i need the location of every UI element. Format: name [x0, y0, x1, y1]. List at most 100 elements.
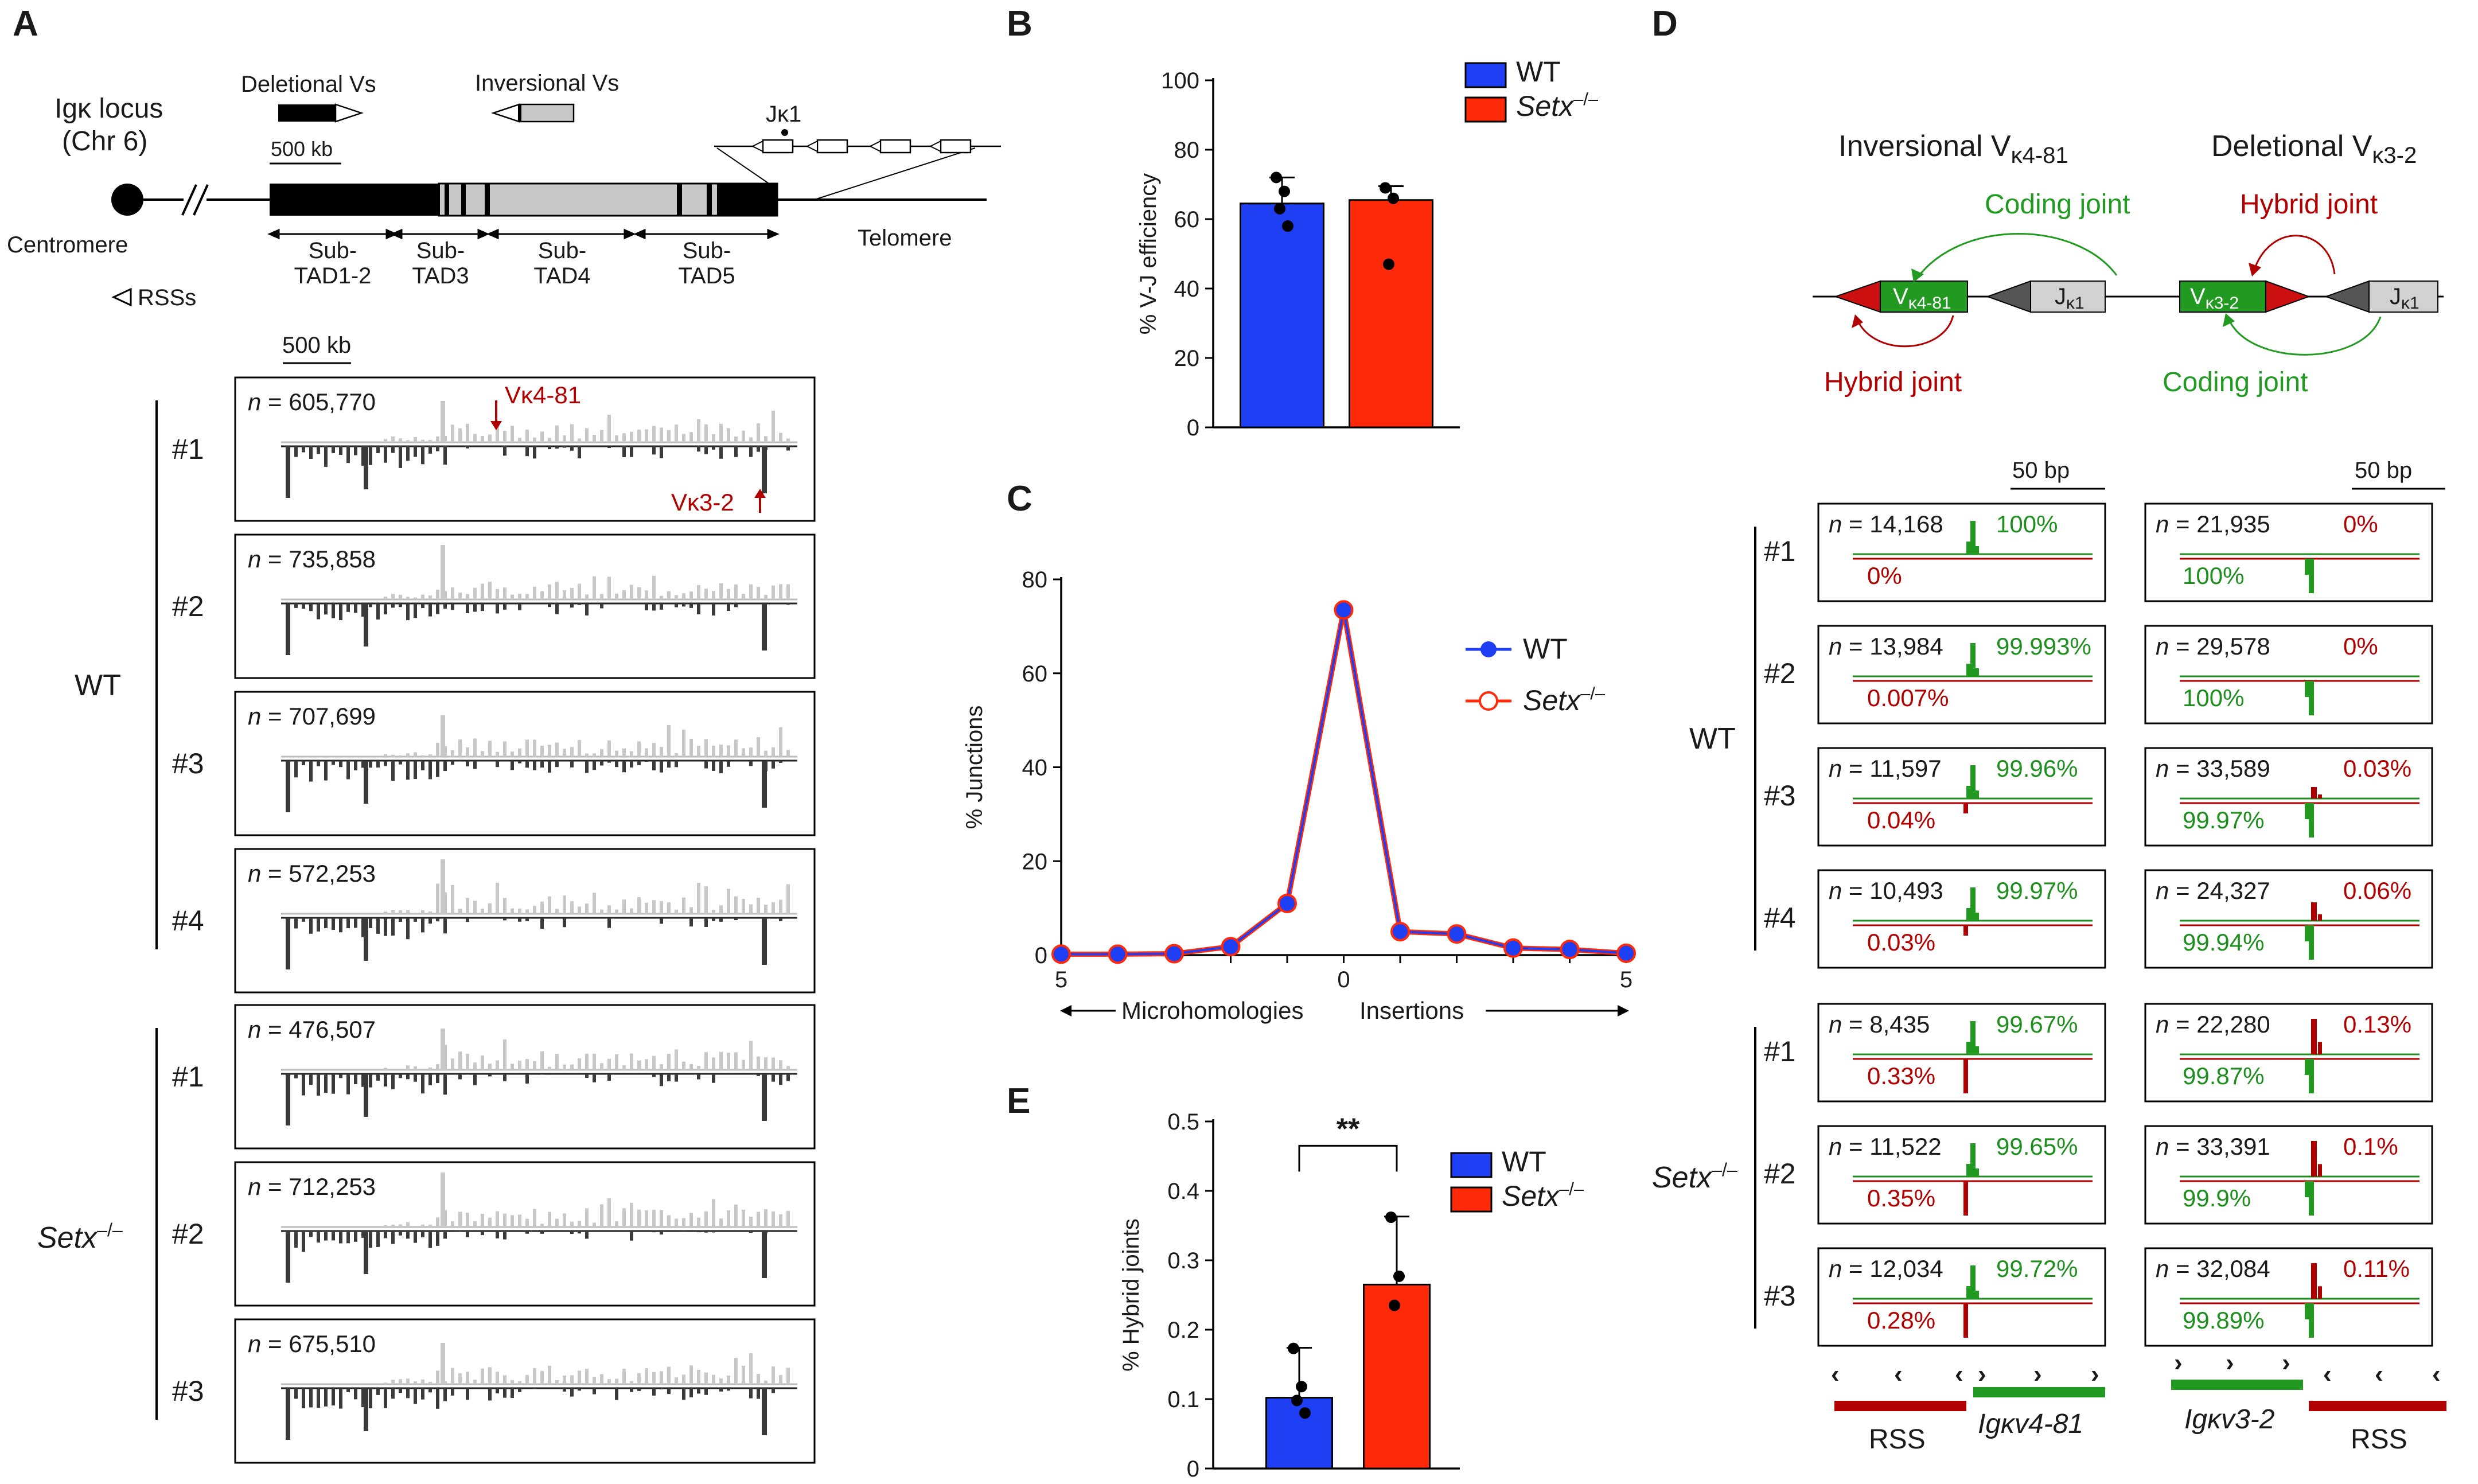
- b-legend-label: WT: [1516, 56, 1561, 88]
- d-del-track: n = 29,578 0% 100%: [2144, 625, 2433, 725]
- coverage-bar-down: [630, 1388, 633, 1392]
- d-green-peak: [1970, 521, 1976, 554]
- track: n = 476,507 #1: [172, 1004, 816, 1150]
- d-green-peak: [2305, 1181, 2309, 1197]
- coverage-bar-down: [689, 1388, 693, 1397]
- coverage-bar-up: [704, 739, 708, 757]
- coverage-bar-down: [704, 918, 708, 927]
- coverage-bar-up: [578, 1058, 581, 1070]
- coverage-bar-up: [727, 745, 730, 757]
- coverage-bar-down: [346, 1388, 350, 1392]
- d-red-peak: [2311, 1019, 2317, 1054]
- e-legend-swatch: [1450, 1152, 1493, 1178]
- coverage-bar-up: [637, 429, 641, 442]
- coverage-bar-up: [764, 436, 767, 442]
- coverage-bar-up: [518, 438, 521, 442]
- coverage-bar-up: [786, 884, 790, 914]
- coverage-bar-down: [436, 1231, 439, 1246]
- d-track-box: [2144, 503, 2433, 602]
- coverage-bar-up: [622, 1065, 626, 1070]
- n-value: = 12,034: [1842, 1255, 1943, 1282]
- coverage-peak-down: [762, 918, 767, 965]
- coverage-peak-down: [364, 918, 368, 961]
- coverage-bar-up: [600, 1063, 603, 1070]
- coverage-bar-down: [369, 1231, 372, 1248]
- coverage-bar-down: [421, 446, 424, 465]
- replicate-label: #3: [172, 1375, 204, 1407]
- coverage-bar-up: [458, 739, 462, 757]
- j-segments: [751, 139, 972, 154]
- coverage-bar-up: [630, 751, 633, 757]
- n-value: = 11,522: [1842, 1133, 1941, 1160]
- coverage-bar-down: [309, 1388, 313, 1408]
- n-value: = 29,578: [2169, 633, 2270, 660]
- e-data-point: [1385, 1211, 1397, 1223]
- coverage-bar-up: [615, 750, 618, 757]
- n-symbol: n: [248, 546, 261, 572]
- d-n-label: n = 33,391: [2156, 1133, 2270, 1160]
- coverage-bar-up: [727, 1376, 730, 1384]
- coverage-bar-up: [540, 901, 544, 914]
- coverage-bar-up: [749, 1353, 753, 1384]
- coverage-bar-down: [421, 1074, 424, 1094]
- c-wt-point: [1335, 602, 1352, 618]
- coverage-bar-up: [779, 1375, 782, 1384]
- coverage-bar-up: [637, 741, 641, 757]
- c-setx-point: [1616, 943, 1636, 963]
- group-label-main: Setx: [37, 1221, 98, 1255]
- coverage-bar-down: [570, 603, 574, 608]
- svg-text:‹: ‹: [2323, 1360, 2332, 1388]
- e-legend-label: WT: [1502, 1146, 1546, 1178]
- d-n-label: n = 24,327: [2156, 877, 2270, 904]
- coverage-bar-up: [436, 436, 439, 442]
- d-del-bottom-pct: 99.89%: [2183, 1307, 2264, 1334]
- b-bar: [1349, 199, 1433, 429]
- coverage-bar-down: [555, 446, 559, 449]
- coverage-bar-up: [511, 751, 514, 757]
- coverage-bar-up: [622, 1369, 626, 1384]
- coverage-bar-up: [428, 1067, 432, 1070]
- coverage-bar-down: [540, 761, 544, 768]
- coverage-bar-down: [346, 603, 350, 612]
- coverage-bar-down: [391, 446, 395, 453]
- centromere-label: Centromere: [7, 232, 128, 258]
- coverage-bar-up: [436, 1064, 439, 1070]
- n-value: = 8,435: [1842, 1011, 1930, 1038]
- subtad-1-2-line2: TAD1-2: [294, 263, 372, 289]
- right-rss-bar: [2309, 1401, 2446, 1411]
- e-data-point: [1299, 1407, 1311, 1419]
- coverage-bar-up: [764, 1057, 767, 1070]
- coverage-bar-down: [682, 603, 685, 607]
- coverage-bar-up: [675, 595, 678, 599]
- coverage-bar-up: [764, 595, 767, 599]
- left-rss-chevrons: ‹ ‹ ‹: [1831, 1360, 1963, 1388]
- d-replicate-label: #2: [1764, 1158, 1796, 1190]
- d-row: #4 n = 10,493 99.97% 0.03% n = 24,327 0.06% 99…: [1764, 869, 2433, 969]
- d-red-peak: [1963, 1059, 1968, 1093]
- coverage-bar-up: [682, 1061, 685, 1070]
- coverage-bar-up: [622, 590, 626, 599]
- coverage-bar-down: [428, 1388, 432, 1393]
- v-down-label: Vκ3-2: [671, 489, 734, 516]
- coverage-bar-up: [548, 1212, 551, 1227]
- del-v-box-label: Vκ3-2: [2190, 284, 2239, 313]
- coverage-bar-up: [757, 423, 760, 442]
- panel-b-letter: B: [1007, 4, 1032, 44]
- coverage-bar-up: [749, 1217, 753, 1227]
- c-y-tick-label: 40: [1022, 755, 1048, 781]
- coverage-bar-down: [332, 603, 335, 618]
- coverage-bar-up: [458, 1212, 462, 1227]
- coverage-bar-down: [548, 761, 551, 773]
- group-label-main: WT: [75, 669, 121, 702]
- track-n-label: n = 476,507: [248, 1016, 376, 1043]
- coverage-bar-up: [466, 1213, 469, 1227]
- coverage-bar-down: [488, 1388, 492, 1401]
- coverage-bar-down: [615, 1388, 618, 1400]
- coverage-bar-up: [607, 577, 611, 599]
- coverage-bar-down: [317, 918, 320, 932]
- coverage-bar-up: [503, 741, 506, 757]
- d-group-label: WT: [1689, 722, 1736, 755]
- coverage-bar-up: [525, 429, 529, 442]
- svg-text:›: ›: [2033, 1360, 2042, 1388]
- coverage-bar-up: [548, 584, 551, 599]
